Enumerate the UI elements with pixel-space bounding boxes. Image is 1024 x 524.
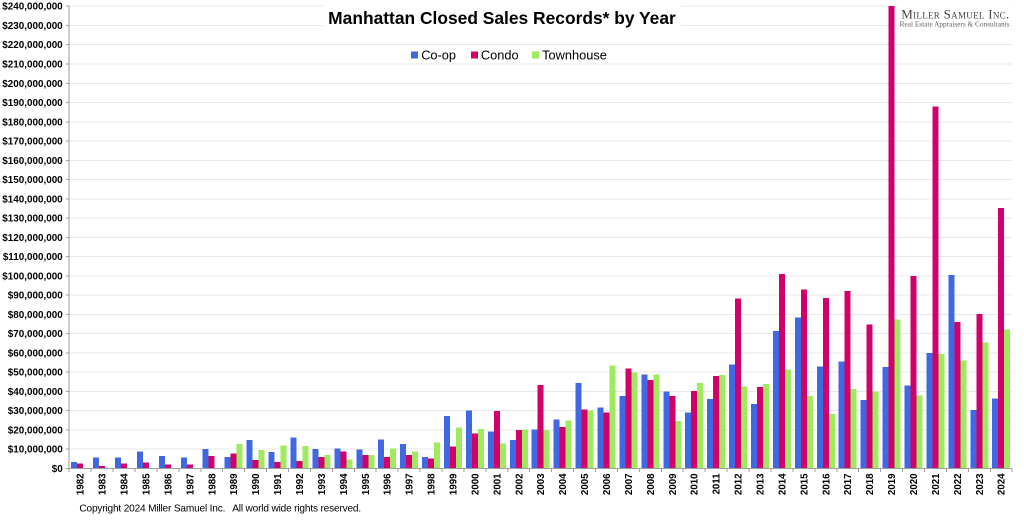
- svg-text:1982: 1982: [76, 474, 87, 496]
- svg-text:$70,000,000: $70,000,000: [8, 329, 63, 340]
- svg-text:$160,000,000: $160,000,000: [2, 156, 63, 167]
- svg-text:2013: 2013: [756, 473, 767, 495]
- svg-text:$90,000,000: $90,000,000: [8, 291, 63, 302]
- svg-text:Real Estate Appraisers & Consu: Real Estate Appraisers & Consultants: [900, 20, 1010, 29]
- svg-text:2006: 2006: [602, 473, 613, 495]
- svg-text:$220,000,000: $220,000,000: [2, 40, 63, 51]
- svg-text:$110,000,000: $110,000,000: [3, 252, 63, 263]
- svg-text:2018: 2018: [865, 473, 876, 495]
- svg-text:$150,000,000: $150,000,000: [2, 175, 63, 186]
- svg-text:2024: 2024: [997, 473, 1008, 495]
- svg-text:1983: 1983: [98, 473, 109, 495]
- svg-text:1989: 1989: [229, 473, 240, 495]
- svg-text:$140,000,000: $140,000,000: [2, 194, 63, 205]
- svg-text:$40,000,000: $40,000,000: [8, 387, 63, 398]
- svg-text:2010: 2010: [690, 474, 701, 496]
- svg-text:$10,000,000: $10,000,000: [8, 445, 63, 456]
- svg-text:$170,000,000: $170,000,000: [2, 137, 63, 148]
- svg-text:1984: 1984: [120, 473, 131, 495]
- svg-text:2020: 2020: [909, 474, 920, 496]
- svg-text:$100,000,000: $100,000,000: [2, 271, 63, 282]
- svg-text:$60,000,000: $60,000,000: [8, 348, 63, 359]
- svg-text:Townhouse: Townhouse: [542, 47, 607, 62]
- svg-text:$230,000,000: $230,000,000: [2, 21, 63, 32]
- svg-text:2017: 2017: [843, 474, 854, 496]
- svg-text:$120,000,000: $120,000,000: [2, 233, 63, 244]
- svg-text:$190,000,000: $190,000,000: [2, 98, 63, 109]
- svg-text:1994: 1994: [339, 473, 350, 495]
- svg-text:1998: 1998: [427, 473, 438, 495]
- svg-text:$50,000,000: $50,000,000: [8, 368, 63, 379]
- svg-text:1993: 1993: [317, 473, 328, 495]
- svg-text:2022: 2022: [953, 474, 964, 496]
- svg-text:1999: 1999: [448, 473, 459, 495]
- svg-text:2008: 2008: [646, 473, 657, 495]
- svg-text:2011: 2011: [712, 473, 723, 495]
- svg-text:$240,000,000: $240,000,000: [2, 2, 63, 13]
- svg-text:2019: 2019: [887, 473, 898, 495]
- svg-text:2005: 2005: [580, 473, 591, 495]
- svg-text:2004: 2004: [558, 473, 569, 495]
- svg-text:Co-op: Co-op: [421, 47, 456, 62]
- svg-text:1997: 1997: [405, 474, 416, 496]
- svg-text:1987: 1987: [185, 474, 196, 496]
- svg-text:2007: 2007: [624, 474, 635, 496]
- svg-text:1992: 1992: [295, 474, 306, 496]
- svg-text:$80,000,000: $80,000,000: [8, 310, 63, 321]
- svg-text:$130,000,000: $130,000,000: [2, 214, 63, 225]
- svg-text:$180,000,000: $180,000,000: [2, 117, 63, 128]
- svg-text:$210,000,000: $210,000,000: [2, 59, 63, 70]
- svg-text:1986: 1986: [163, 473, 174, 495]
- svg-text:2009: 2009: [668, 473, 679, 495]
- svg-text:$20,000,000: $20,000,000: [8, 425, 63, 436]
- svg-text:2016: 2016: [821, 473, 832, 495]
- svg-text:2014: 2014: [777, 473, 788, 495]
- svg-text:1988: 1988: [207, 473, 218, 495]
- svg-text:1990: 1990: [251, 474, 262, 496]
- svg-text:1985: 1985: [141, 473, 152, 495]
- svg-text:2003: 2003: [536, 473, 547, 495]
- svg-text:1995: 1995: [361, 473, 372, 495]
- svg-text:2023: 2023: [975, 473, 986, 495]
- svg-text:2002: 2002: [514, 474, 525, 496]
- svg-text:$30,000,000: $30,000,000: [8, 406, 63, 417]
- svg-text:Miller Samuel Inc.: Miller Samuel Inc.: [901, 6, 1009, 21]
- svg-text:1991: 1991: [273, 473, 284, 495]
- svg-text:1996: 1996: [383, 473, 394, 495]
- svg-text:$200,000,000: $200,000,000: [2, 79, 63, 90]
- svg-text:Manhattan Closed Sales Records: Manhattan Closed Sales Records* by Year: [328, 8, 676, 28]
- svg-text:Copyright 2024 Miller Samuel I: Copyright 2024 Miller Samuel Inc. All wo…: [79, 504, 361, 515]
- svg-text:2000: 2000: [470, 474, 481, 496]
- svg-text:2021: 2021: [931, 473, 942, 495]
- svg-text:2015: 2015: [799, 473, 810, 495]
- svg-text:$0: $0: [52, 464, 63, 475]
- svg-text:2012: 2012: [734, 474, 745, 496]
- svg-text:2001: 2001: [492, 473, 503, 495]
- svg-text:Condo: Condo: [481, 47, 519, 62]
